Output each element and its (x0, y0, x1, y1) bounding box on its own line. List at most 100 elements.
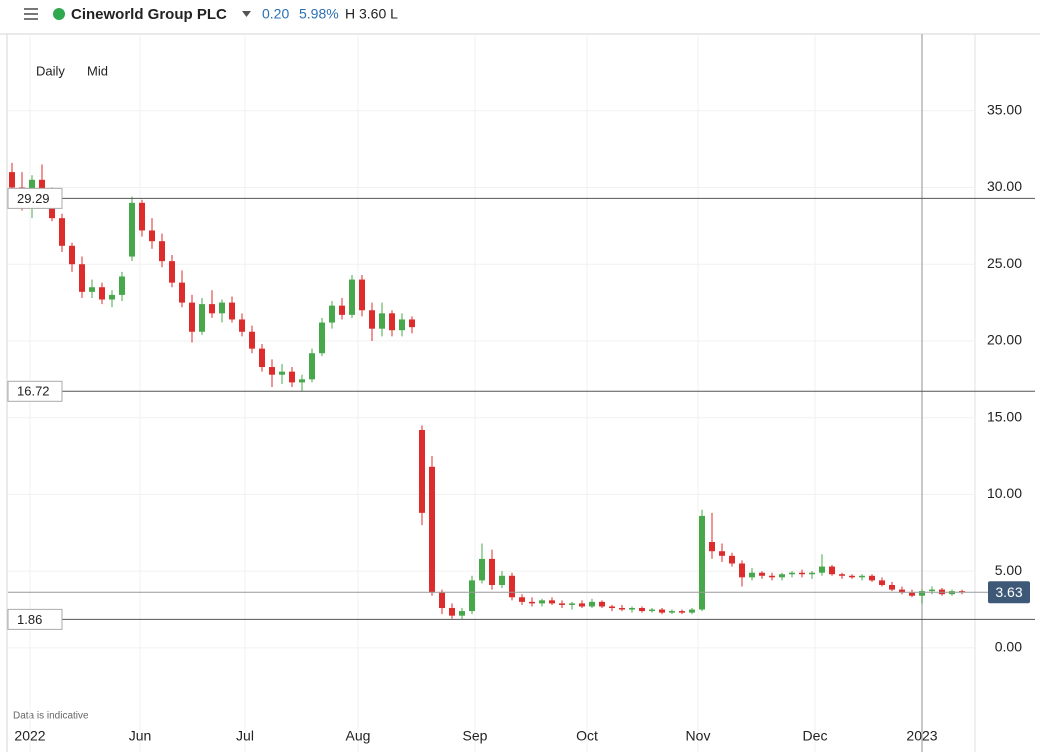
candle-body (559, 603, 565, 605)
x-tick-label: Aug (346, 728, 371, 744)
candle-body (709, 542, 715, 552)
candle-body (889, 584, 895, 590)
candle-body (609, 606, 615, 609)
reference-label-box (7, 380, 63, 402)
candle-body (769, 575, 775, 578)
reference-label: 29.29 (17, 191, 50, 206)
candle-body (229, 302, 235, 320)
candle-body (829, 566, 835, 575)
candle-body (879, 580, 885, 585)
candle-body (359, 279, 365, 311)
candle-body (259, 348, 265, 368)
change: 0.20 (262, 6, 289, 22)
candle-body (679, 611, 685, 613)
y-tick-label: 10.00 (987, 485, 1022, 501)
last-price-box (988, 581, 1030, 604)
candle-body (209, 304, 215, 314)
x-tick-label: Sep (463, 728, 488, 744)
candle-body (339, 305, 345, 315)
candle-body (469, 580, 475, 612)
candle-body (139, 202, 145, 231)
candle-body (59, 218, 65, 246)
last-price-label: 3.63 (995, 584, 1022, 600)
candle-body (959, 591, 965, 593)
candle-body (799, 572, 805, 575)
candle-body (159, 241, 165, 262)
annotation: Data is indicative (13, 711, 89, 722)
candle-body (849, 575, 855, 578)
candle-body (429, 466, 435, 593)
candle-body (749, 572, 755, 578)
candle-body (89, 287, 95, 292)
y-tick-label: 30.00 (987, 178, 1022, 194)
candle-body (399, 319, 405, 331)
x-tick-label: 2022 (14, 728, 45, 744)
menu-icon[interactable] (24, 8, 38, 20)
candle-body (99, 287, 105, 300)
y-tick-label: 20.00 (987, 332, 1022, 348)
candle-body (519, 597, 525, 602)
dropdown-arrow[interactable] (242, 11, 251, 17)
candle-body (249, 331, 255, 349)
candle-body (649, 609, 655, 612)
candle-body (69, 245, 75, 265)
candle-body (239, 319, 245, 332)
reference-label-box (7, 187, 63, 209)
candle-body (859, 575, 865, 578)
candle-body (779, 574, 785, 578)
instrument-title[interactable]: Cineworld Group PLC (71, 6, 227, 23)
candle-body (619, 608, 625, 610)
candle-body (699, 515, 705, 610)
candle-body (719, 551, 725, 556)
candle-body (189, 302, 195, 332)
x-tick-label: Dec (803, 728, 828, 744)
candle-body (689, 609, 695, 613)
reference-label: 1.86 (17, 612, 42, 627)
candle-body (899, 589, 905, 593)
candle-body (729, 555, 735, 564)
interval[interactable]: Daily (36, 63, 65, 78)
high-low: H 3.60 L (345, 6, 398, 22)
x-tick-label: Jun (129, 728, 152, 744)
candle-body (219, 302, 225, 314)
candle-body (459, 611, 465, 616)
candle-body (739, 563, 745, 578)
candle-body (309, 353, 315, 380)
candle-body (349, 279, 355, 315)
candle-body (909, 592, 915, 596)
candle-body (809, 572, 815, 575)
candle-body (129, 202, 135, 257)
candle-body (199, 304, 205, 332)
candle-body (599, 601, 605, 607)
status-dot (53, 8, 65, 20)
candle-body (79, 264, 85, 292)
change-pct: 5.98% (299, 6, 339, 22)
candle-body (759, 572, 765, 576)
candle-body (639, 608, 645, 612)
candle-body (279, 371, 285, 375)
y-tick-label: 15.00 (987, 408, 1022, 424)
candle-body (819, 566, 825, 573)
candle-body (439, 592, 445, 609)
candle-body (629, 608, 635, 610)
candle-body (929, 589, 935, 592)
reference-label-box (7, 608, 63, 630)
candle-body (789, 572, 795, 575)
candle-body (119, 276, 125, 295)
candle-body (179, 282, 185, 303)
candle-body (509, 575, 515, 598)
candle-body (499, 575, 505, 585)
y-tick-label: 25.00 (987, 255, 1022, 271)
candle-body (369, 310, 375, 329)
x-tick-label: 2023 (906, 728, 937, 744)
candle-body (549, 600, 555, 604)
candle-body (869, 575, 875, 581)
candle-body (169, 261, 175, 283)
candle-body (839, 574, 845, 576)
candle-body (409, 319, 415, 328)
candle-body (299, 379, 305, 383)
price-type[interactable]: Mid (87, 63, 108, 78)
candle-body (289, 371, 295, 383)
